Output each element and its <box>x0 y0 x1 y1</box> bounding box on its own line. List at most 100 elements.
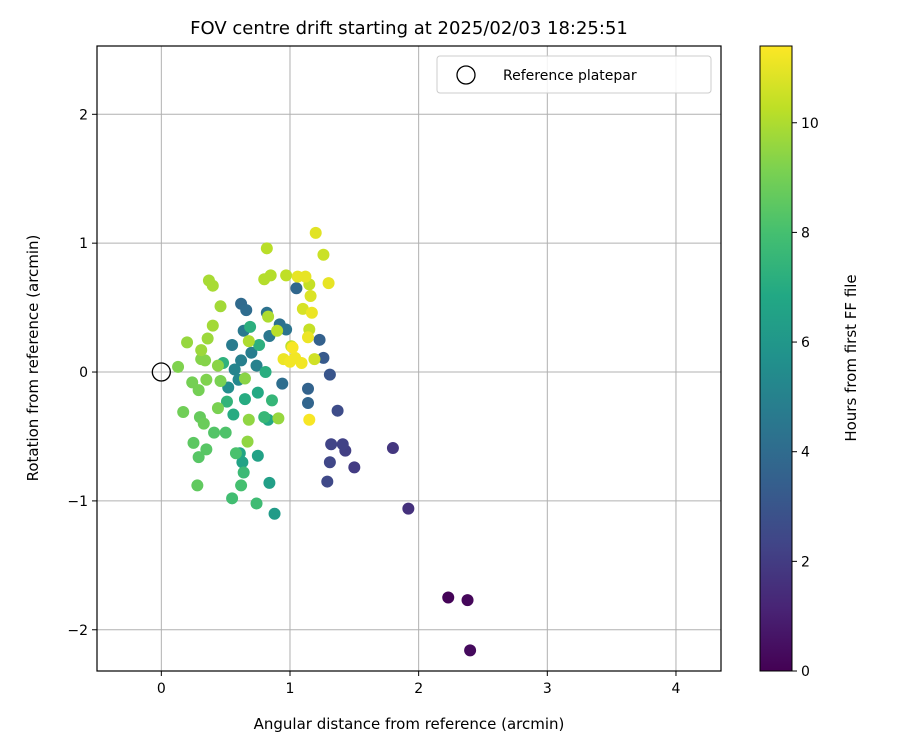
data-point <box>402 502 415 515</box>
data-point <box>211 359 224 372</box>
data-point <box>251 386 264 399</box>
data-point <box>386 442 399 455</box>
data-point <box>304 290 317 302</box>
data-point <box>242 413 255 426</box>
data-point <box>214 300 227 313</box>
data-point <box>323 456 336 469</box>
colorbar-label: Hours from first FF file <box>842 274 860 441</box>
data-point <box>331 404 344 417</box>
data-point <box>177 405 190 418</box>
data-point <box>317 248 330 261</box>
data-point <box>286 341 299 354</box>
legend-box <box>436 55 712 94</box>
data-point <box>202 274 215 287</box>
data-point <box>303 413 316 426</box>
data-point <box>250 359 263 372</box>
data-point <box>272 412 285 425</box>
data-point <box>192 451 205 464</box>
data-point <box>461 594 474 607</box>
y-axis-label: Rotation from reference (arcmin) <box>24 235 42 482</box>
data-point <box>263 476 276 489</box>
data-point <box>262 310 275 323</box>
data-point <box>321 475 334 488</box>
y-axis-ticks: −2 −1 0 1 2 <box>67 107 97 639</box>
colorbar-tick-label: 4 <box>801 445 810 461</box>
data-point <box>302 331 315 344</box>
grid <box>97 46 721 671</box>
data-point <box>305 306 318 319</box>
chart-title: FOV centre drift starting at 2025/02/03 … <box>190 18 628 39</box>
y-tick-label: 1 <box>79 236 88 252</box>
x-tick-label: 2 <box>414 681 423 697</box>
data-point <box>238 393 251 406</box>
data-point <box>226 492 239 505</box>
data-points <box>172 226 477 657</box>
data-point <box>251 449 264 462</box>
data-point <box>323 368 336 381</box>
data-point <box>191 479 204 492</box>
data-point <box>214 375 227 388</box>
data-point <box>271 324 284 337</box>
colorbar-tick-label: 10 <box>801 116 819 132</box>
data-point <box>244 320 257 333</box>
data-point <box>253 338 266 351</box>
y-tick-label: 0 <box>79 365 88 381</box>
data-point <box>464 644 477 657</box>
data-point <box>200 443 213 456</box>
data-point <box>250 497 263 510</box>
data-point <box>295 357 308 370</box>
x-tick-label: 0 <box>157 681 166 697</box>
colorbar: 0 2 4 6 8 10 Hours from first FF file <box>759 45 860 680</box>
data-point <box>309 226 322 239</box>
data-point <box>348 461 361 474</box>
data-point <box>211 402 224 415</box>
data-point <box>260 242 273 255</box>
data-point <box>186 376 199 389</box>
x-axis-ticks: 0 1 2 3 4 <box>157 671 681 697</box>
data-point <box>240 304 253 317</box>
data-point <box>290 282 303 295</box>
data-point <box>235 354 248 367</box>
data-point <box>308 353 321 366</box>
legend-label: Reference platepar <box>503 68 637 84</box>
y-tick-label: 2 <box>79 107 88 123</box>
data-point <box>325 438 338 451</box>
data-point <box>220 395 233 408</box>
data-point <box>242 335 255 348</box>
data-point <box>237 466 250 479</box>
colorbar-tick-label: 2 <box>801 554 810 570</box>
data-point <box>172 360 185 373</box>
colorbar-ticks: 0 2 4 6 8 10 <box>792 116 819 680</box>
data-point <box>219 426 232 439</box>
data-point <box>322 277 335 290</box>
data-point <box>336 438 349 451</box>
data-point <box>236 456 249 469</box>
colorbar-tick-label: 0 <box>801 664 810 680</box>
x-tick-label: 3 <box>543 681 552 697</box>
data-point <box>280 269 293 282</box>
data-point <box>227 408 240 421</box>
data-point <box>201 332 214 345</box>
data-point <box>313 333 326 346</box>
x-tick-label: 1 <box>286 681 295 697</box>
data-point <box>181 336 194 349</box>
legend-marker-open-circle <box>456 65 476 85</box>
data-point <box>200 373 213 386</box>
x-axis-label: Angular distance from reference (arcmin) <box>254 715 565 733</box>
data-point <box>206 319 219 332</box>
data-point <box>302 396 315 409</box>
data-point <box>245 346 258 359</box>
data-point <box>229 447 242 460</box>
reference-platepar-marker <box>151 362 171 382</box>
legend: Reference platepar <box>436 55 712 94</box>
data-point <box>197 417 210 430</box>
plot-frame <box>96 45 722 672</box>
colorbar-gradient <box>759 45 793 672</box>
y-tick-label: −1 <box>67 494 88 510</box>
data-point <box>299 270 312 283</box>
reference-marker-layer <box>151 362 171 382</box>
colorbar-tick-label: 8 <box>801 225 810 241</box>
data-point <box>302 382 315 395</box>
data-point <box>442 591 455 604</box>
